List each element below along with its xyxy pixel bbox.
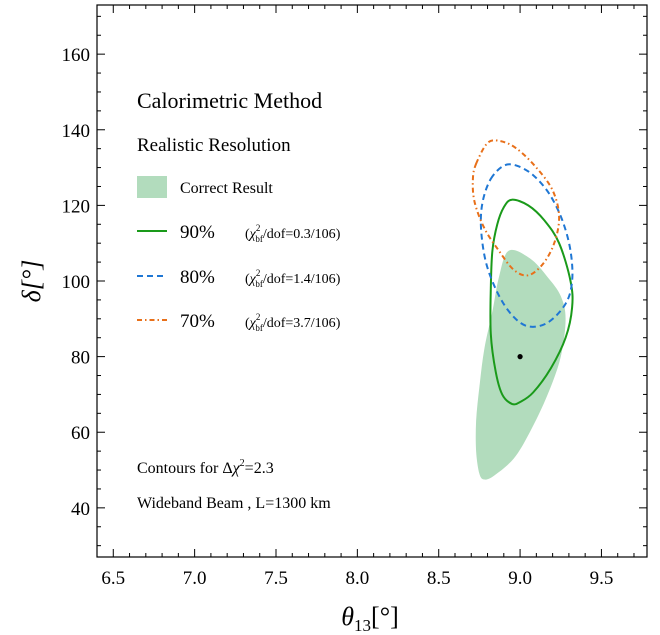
legend-swatch-correct-result [137,176,167,198]
y-tick-label: 40 [71,499,90,520]
best-fit-point [517,354,523,360]
annotation-contours: Contours for Δχ2=2.3 [137,458,274,477]
contour-80-percent [479,163,574,328]
y-tick-label: 120 [62,196,91,217]
x-tick-label: 9.5 [590,568,614,589]
contour-70-percent [471,139,561,277]
legend: Correct Result 90% (χ2 bf/dof=0.3/106) 80… [137,176,341,333]
axis-tick-labels: 6.5 7.0 7.5 8.0 8.5 9.0 9.5 40 60 80 100 120 140 160 [62,45,614,589]
legend-label-correct-result: Correct Result [180,180,273,197]
chart-title: Calorimetric Method [137,88,322,113]
x-tick-label: 9.0 [508,568,532,589]
x-axis-label: θ13[°] [341,602,399,635]
contour-90-percent [489,198,574,406]
legend-label-70: 70% [180,311,215,332]
x-tick-label: 6.5 [101,568,125,589]
legend-chi2-90: (χ2 bf/dof=0.3/106) [245,223,341,244]
legend-label-80: 80% [180,267,215,288]
annotation-beam: Wideband Beam , L=1300 km [137,495,331,512]
plot-area [471,139,574,480]
y-tick-label: 160 [62,45,91,66]
y-axis-label: δ[°] [17,260,46,303]
y-tick-label: 140 [62,121,91,142]
y-tick-label: 100 [62,272,91,293]
x-tick-label: 7.0 [183,568,207,589]
x-tick-label: 7.5 [264,568,288,589]
legend-label-90: 90% [180,222,215,243]
legend-chi2-70: (χ2 bf/dof=3.7/106) [245,312,341,333]
x-tick-label: 8.0 [345,568,369,589]
x-tick-label: 8.5 [427,568,451,589]
chart-subtitle: Realistic Resolution [137,135,291,156]
y-tick-label: 60 [71,423,90,444]
y-tick-label: 80 [71,348,90,369]
contour-lines [471,139,574,406]
legend-chi2-80: (χ2 bf/dof=1.4/106) [245,268,341,289]
correct-result-region [475,249,566,480]
axis-ticks [97,5,647,557]
